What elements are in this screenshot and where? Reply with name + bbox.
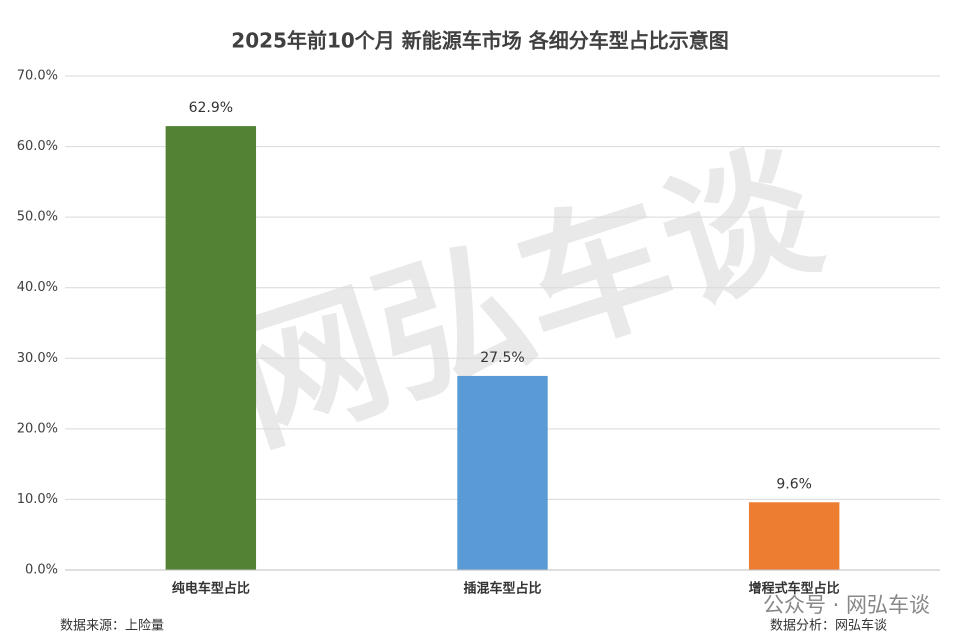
- y-tick-label: 40.0%: [17, 280, 58, 295]
- y-tick-label: 50.0%: [17, 210, 58, 225]
- y-tick-label: 70.0%: [17, 69, 58, 84]
- data-label: 27.5%: [480, 350, 524, 366]
- chart-title: 2025年前10个月 新能源车市场 各细分车型占比示意图: [231, 29, 728, 53]
- x-tick-label: 增程式车型占比: [749, 581, 840, 597]
- x-tick-label: 插混车型占比: [463, 581, 541, 597]
- bar: [165, 126, 257, 570]
- wechat-tag: 公众号 · 网弘车谈: [763, 593, 930, 617]
- data-label: 62.9%: [189, 100, 233, 116]
- x-tick-label: 纯电车型占比: [172, 581, 250, 597]
- y-tick-label: 10.0%: [17, 492, 58, 507]
- y-tick-label: 30.0%: [17, 351, 58, 366]
- plot-area: 0.0% 10.0% 20.0% 30.0% 40.0% 50.0% 60.0% 70.0% 纯…: [17, 69, 940, 597]
- source-note: 数据来源：上险量: [60, 619, 164, 634]
- y-tick-label: 60.0%: [17, 139, 58, 154]
- data-label: 9.6%: [776, 476, 812, 492]
- y-tick-label: 0.0%: [25, 563, 58, 578]
- bar: [457, 375, 548, 570]
- bar: [748, 502, 840, 570]
- analysis-note: 数据分析：网弘车谈: [770, 618, 887, 634]
- y-tick-label: 20.0%: [17, 421, 58, 436]
